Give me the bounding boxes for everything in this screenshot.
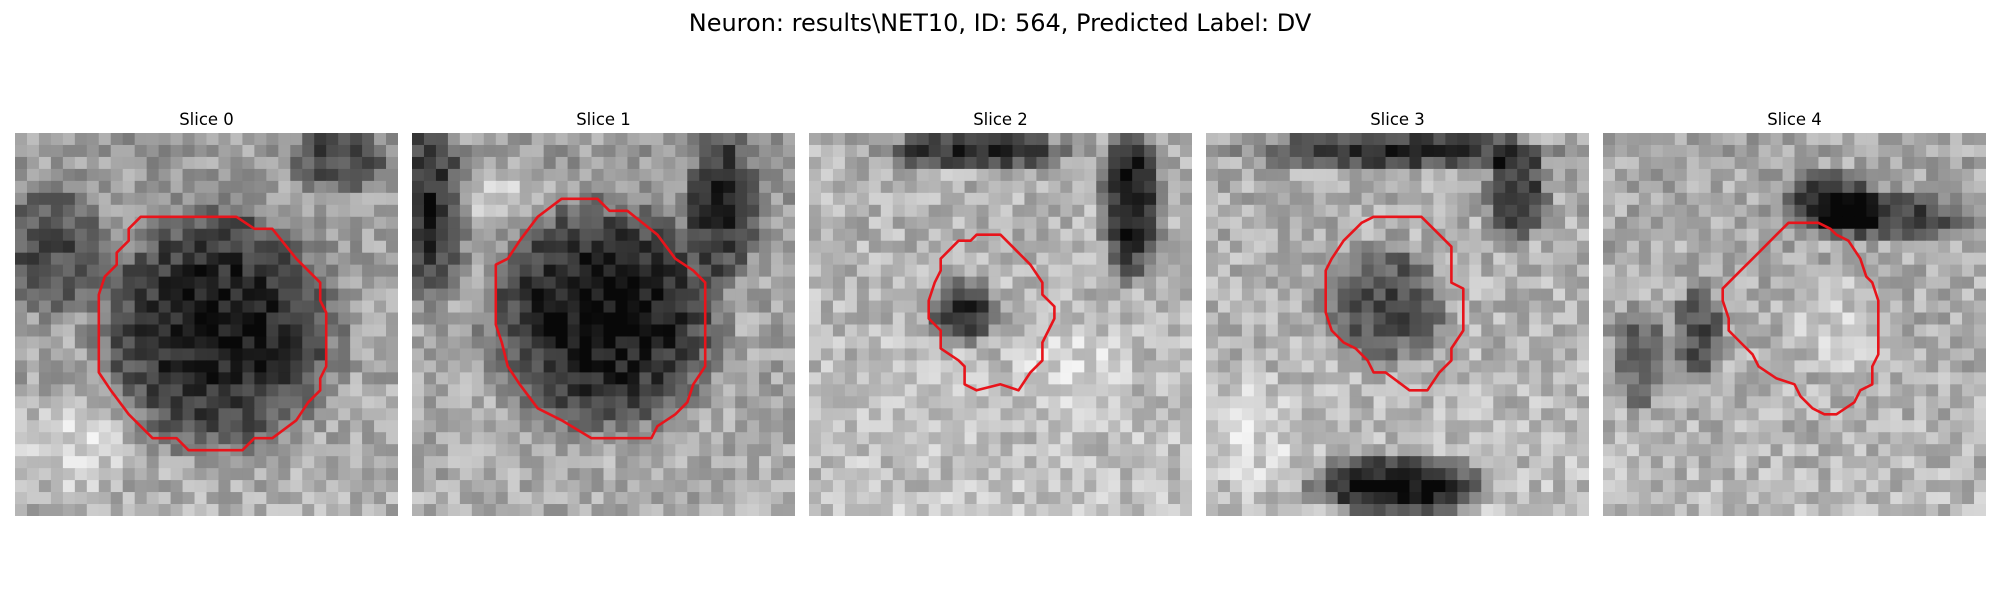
pixel-grid <box>15 133 398 516</box>
figure-title: Neuron: results\NET10, ID: 564, Predicte… <box>688 9 1312 37</box>
pixel-grid <box>1206 133 1589 516</box>
slice-1-image <box>412 133 795 516</box>
slice-2-image <box>809 133 1192 516</box>
slice-0-image <box>15 133 398 516</box>
red-contour <box>97 215 328 452</box>
red-contour <box>927 233 1056 392</box>
pixel-grid <box>412 133 795 516</box>
slice-4-title: Slice 4 <box>1767 110 1822 129</box>
slice-4-image <box>1603 133 1986 516</box>
pixel-grid <box>1603 133 1986 516</box>
red-contour <box>1324 215 1465 392</box>
slice-2-title: Slice 2 <box>973 110 1028 129</box>
slice-3-image <box>1206 133 1589 516</box>
slice-1-title: Slice 1 <box>576 110 631 129</box>
slice-3-title: Slice 3 <box>1370 110 1425 129</box>
red-contour <box>494 197 707 440</box>
red-contour <box>1721 221 1880 416</box>
slice-0-title: Slice 0 <box>179 110 234 129</box>
pixel-grid <box>809 133 1192 516</box>
